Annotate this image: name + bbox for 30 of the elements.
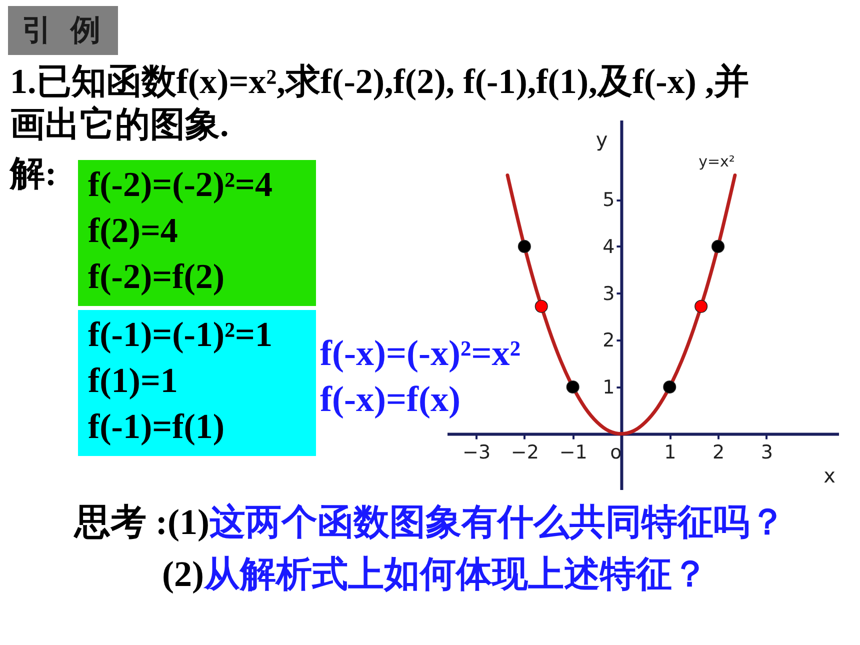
point — [663, 380, 676, 394]
y-tick-label: 3 — [602, 282, 615, 305]
x-tick-label: −2 — [510, 441, 539, 464]
x-tick-label: 1 — [664, 441, 676, 464]
text: 从解析式上如何体现上述特征？ — [204, 554, 708, 594]
text-panel: f(-1)=(-1)²=1 f(1)=1 f(-1)=f(1) — [78, 310, 316, 456]
text-panel: f(-2)=(-2)²=4 f(2)=4 f(-2)=f(2) — [78, 160, 316, 306]
y-tick-label: 1 — [602, 376, 615, 398]
point — [694, 300, 708, 313]
text: 思考 :(1) — [74, 502, 210, 542]
text: 引 例 — [8, 6, 118, 55]
y-tick-label: 4 — [602, 236, 615, 258]
point — [518, 240, 531, 253]
point — [534, 300, 548, 313]
text: (2) — [162, 554, 204, 594]
y-tick-label: 2 — [602, 330, 615, 352]
text: 这两个函数图象有什么共同特征吗？ — [209, 502, 786, 542]
x-tick-label: −3 — [462, 441, 491, 464]
y-tick-label: 5 — [602, 189, 615, 212]
x-tick-label: 2 — [712, 441, 725, 464]
series-label: y=x² — [698, 152, 735, 170]
x-tick-label: −1 — [559, 441, 588, 464]
annotation: f(-x)=f(x) — [320, 378, 462, 421]
y-axis-title: y — [596, 128, 608, 152]
x-axis-title: x — [824, 463, 836, 488]
point — [566, 380, 580, 394]
text: 解: — [10, 153, 57, 195]
x-tick-label: 3 — [760, 441, 773, 464]
point — [711, 240, 725, 253]
annotation: f(-x)=(-x)²=x² — [320, 332, 521, 375]
